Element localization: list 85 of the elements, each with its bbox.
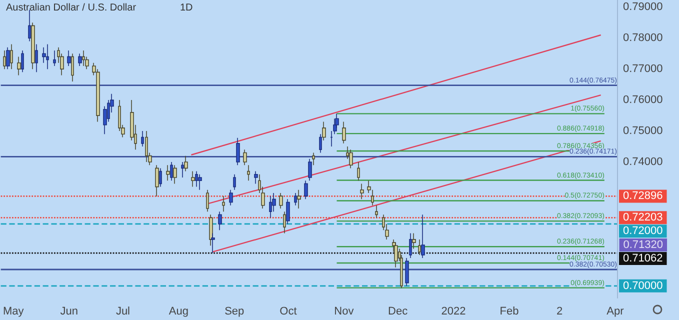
- candlestick: [294, 192, 297, 206]
- x-tick-label: Jul: [116, 306, 130, 318]
- x-tick-label: 2022: [441, 306, 466, 318]
- candlestick: [191, 170, 195, 188]
- candlestick: [297, 189, 301, 209]
- candlestick: [269, 196, 272, 218]
- ref-line-label: 0.70000: [623, 280, 663, 292]
- text: 0.71320: [623, 239, 664, 252]
- candlestick: [405, 258, 409, 286]
- candlestick: [247, 164, 250, 181]
- candlestick: [357, 162, 360, 181]
- candlestick: [206, 189, 209, 212]
- candlestick: [222, 196, 225, 212]
- x-tick-label: Jun: [60, 306, 78, 318]
- candlestick: [17, 56, 21, 76]
- x-tick-label: May: [3, 306, 24, 318]
- ref-line-label: 0.72203: [623, 212, 663, 224]
- candlestick: [141, 130, 144, 147]
- y-tick-label: 0.76000: [623, 94, 663, 106]
- candlestick: [409, 232, 412, 258]
- candlestick: [53, 50, 56, 66]
- candlestick: [78, 53, 82, 66]
- candlestick: [3, 50, 6, 70]
- candlestick: [418, 239, 421, 256]
- candlestick: [304, 180, 308, 200]
- x-tick-label: Oct: [280, 306, 297, 318]
- candlestick: [181, 162, 184, 178]
- candlestick: [170, 162, 173, 181]
- y-tick-label: 0.77000: [623, 63, 663, 76]
- candlestick: [218, 211, 222, 231]
- candlestick: [412, 232, 416, 250]
- x-tick-label: Dec: [388, 306, 408, 318]
- candlestick: [46, 44, 49, 70]
- candlestick: [312, 152, 315, 166]
- candlestick: [198, 174, 202, 190]
- candlestick: [28, 10, 31, 42]
- candlestick: [10, 44, 13, 70]
- candlestick: [155, 164, 159, 197]
- candlestick: [67, 50, 71, 66]
- candlestick: [173, 164, 177, 184]
- ref-line-label: 0.71062: [623, 252, 663, 265]
- candlestick: [21, 50, 24, 73]
- x-tick-label: Nov: [334, 306, 354, 318]
- candlestick: [283, 211, 286, 234]
- candlestick: [308, 158, 312, 181]
- candlestick: [421, 214, 425, 258]
- candlestick: [394, 242, 398, 268]
- candlestick: [360, 183, 364, 200]
- y-tick-label: 0.78000: [623, 32, 663, 44]
- candlestick: [254, 170, 258, 184]
- candlestick: [322, 121, 326, 141]
- x-tick-label: Apr: [606, 306, 624, 318]
- candlestick: [166, 164, 170, 181]
- candlestick: [184, 155, 188, 172]
- y-tick-label: 0.75000: [623, 125, 663, 138]
- candlestick: [243, 149, 247, 166]
- ref-line-label: 0.72896: [623, 190, 663, 202]
- x-tick-label: Sep: [224, 306, 244, 318]
- candlestick: [375, 204, 378, 218]
- candlestick: [71, 53, 74, 82]
- candlestick: [209, 214, 213, 246]
- candlestick: [236, 137, 240, 166]
- x-tick-label: Feb: [500, 306, 519, 318]
- candlestick: [229, 189, 233, 206]
- candlestick: [211, 232, 215, 254]
- x-tick-label: Aug: [168, 306, 188, 318]
- chart-subtitle: 1D: [180, 2, 193, 14]
- candlestick: [349, 149, 353, 169]
- candlestick: [82, 50, 85, 66]
- candlestick: [342, 121, 346, 144]
- candlestick: [233, 174, 236, 190]
- candlestick: [6, 46, 10, 70]
- y-tick-label: 0.79000: [623, 1, 663, 14]
- candlestick: [159, 168, 162, 188]
- candlestick: [319, 134, 322, 154]
- candlestick: [145, 130, 148, 162]
- chart-title: Australian Dollar / U.S. Dollar: [6, 2, 137, 14]
- x-tick-label: 2: [556, 306, 563, 318]
- candlestick: [286, 198, 290, 224]
- candlestick: [31, 22, 35, 70]
- y-tick-label: 0.74000: [623, 156, 663, 168]
- candlestick: [195, 170, 198, 188]
- ref-line-label: 0.72000: [623, 225, 663, 238]
- candlestick: [279, 192, 283, 209]
- candlestick: [35, 44, 38, 73]
